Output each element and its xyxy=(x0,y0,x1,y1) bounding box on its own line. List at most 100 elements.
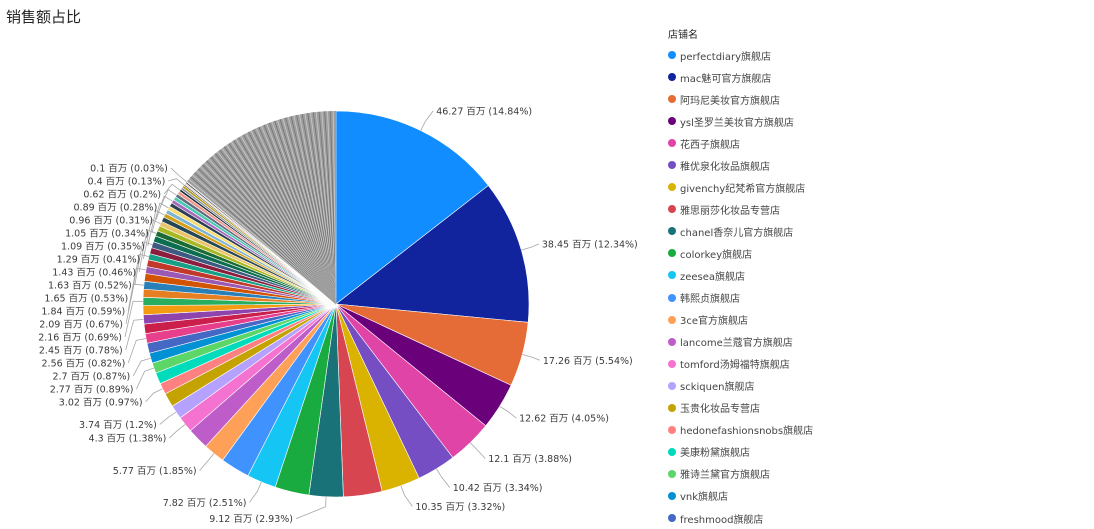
data-label: 3.74 百万 (1.2%) xyxy=(79,420,157,431)
legend-label: sckiquen旗舰店 xyxy=(680,382,755,394)
leader-line xyxy=(127,267,147,311)
pie-slice-divider xyxy=(287,116,337,305)
legend-item[interactable]: freshmood旗舰店 xyxy=(668,507,813,529)
legend-marker xyxy=(668,117,676,126)
legend-label: tomford汤姆福特旗舰店 xyxy=(680,360,790,372)
pie-slice-divider xyxy=(327,111,337,305)
legend-marker xyxy=(668,249,676,258)
legend-label: mac魅可官方旗舰店 xyxy=(680,73,772,85)
leader-line xyxy=(124,300,144,337)
legend-item[interactable]: sckiquen旗舰店 xyxy=(668,375,813,397)
legend-marker xyxy=(668,337,676,346)
pie-slice-divider xyxy=(208,158,337,305)
leader-line xyxy=(163,183,181,195)
pie-slice-divider xyxy=(293,115,337,305)
leader-line xyxy=(199,453,215,471)
pie-slice-divider xyxy=(321,111,337,305)
legend-marker xyxy=(668,425,676,434)
legend-label: 雅思丽莎化妆品专营店 xyxy=(680,205,780,217)
legend-item[interactable]: zeesea旗舰店 xyxy=(668,264,813,286)
data-label: 2.77 百万 (0.89%) xyxy=(50,384,134,395)
leader-line xyxy=(143,218,161,259)
legend-item[interactable]: 玉贵化妆品专营店 xyxy=(668,397,813,419)
pie-slice-divider xyxy=(310,112,337,305)
data-label: 3.02 百万 (0.97%) xyxy=(59,397,143,408)
legend-item[interactable]: tomford汤姆福特旗舰店 xyxy=(668,353,813,375)
pie-slice-divider xyxy=(202,164,337,305)
legend-label: 雅诗兰黛官方旗舰店 xyxy=(680,470,770,482)
legend-label: zeesea旗舰店 xyxy=(680,271,746,283)
pie-slice-divider xyxy=(231,141,337,305)
legend-marker xyxy=(668,447,676,456)
legend-marker xyxy=(668,381,676,390)
pie-slice-divider xyxy=(212,155,337,305)
pie-slice-divider xyxy=(274,120,337,305)
legend-marker xyxy=(668,161,676,170)
legend-label: 玉贵化妆品专营店 xyxy=(680,404,760,416)
legend-item[interactable]: 雅诗兰黛官方旗舰店 xyxy=(668,463,813,485)
legend-label: givenchy纪梵希官方旗舰店 xyxy=(680,183,806,195)
pie-slice-divider xyxy=(204,162,337,305)
data-label: 0.89 百万 (0.28%) xyxy=(74,202,158,213)
legend-item[interactable]: 稚优泉化妆品旗舰店 xyxy=(668,154,813,176)
pie-slice-divider xyxy=(268,122,337,305)
pie-slice-divider xyxy=(200,166,337,305)
legend-marker xyxy=(668,403,676,412)
data-label: 4.3 百万 (1.38%) xyxy=(89,434,167,445)
leader-line xyxy=(136,367,155,390)
legend-item[interactable]: 阿玛尼美妆官方旗舰店 xyxy=(668,88,813,110)
legend-item[interactable]: 韩熙贞旗舰店 xyxy=(668,287,813,309)
legend-item[interactable]: 雅思丽莎化妆品专营店 xyxy=(668,198,813,220)
data-label: 1.65 百万 (0.53%) xyxy=(44,293,128,304)
pie-slice[interactable] xyxy=(186,180,337,305)
pie-slice-divider xyxy=(263,124,337,305)
pie-slice-divider xyxy=(266,123,337,305)
legend-item[interactable]: perfectdiary旗舰店 xyxy=(668,44,813,66)
leader-line xyxy=(155,195,173,221)
pie-slice-divider xyxy=(248,131,337,305)
pie-slice-divider xyxy=(279,119,337,305)
legend-item[interactable]: lancome兰蔻官方旗舰店 xyxy=(668,331,813,353)
data-label: 10.42 百万 (3.34%) xyxy=(453,483,543,494)
legend-item[interactable]: mac魅可官方旗舰店 xyxy=(668,66,813,88)
data-label: 7.82 百万 (2.51%) xyxy=(163,498,247,509)
legend-item[interactable]: 3ce官方旗舰店 xyxy=(668,309,813,331)
legend-item[interactable]: colorkey旗舰店 xyxy=(668,242,813,264)
pie-slice-divider xyxy=(192,174,337,305)
pie-slice-divider xyxy=(206,160,337,305)
leader-line xyxy=(499,405,517,419)
legend-label: colorkey旗舰店 xyxy=(680,249,753,261)
data-label: 1.05 百万 (0.34%) xyxy=(65,228,149,239)
data-label: 0.1 百万 (0.03%) xyxy=(90,163,168,174)
legend-marker xyxy=(668,227,676,236)
pie-slice-divider xyxy=(243,134,337,305)
leader-line xyxy=(420,110,434,131)
legend-label: ysl圣罗兰美妆官方旗舰店 xyxy=(680,117,794,129)
pie-slice-divider xyxy=(233,140,337,305)
legend-item[interactable]: ysl圣罗兰美妆官方旗舰店 xyxy=(668,110,813,132)
pie-slice-divider xyxy=(271,121,337,305)
legend-item[interactable]: hedonefashionsnobs旗舰店 xyxy=(668,419,813,441)
legend-label: 阿玛尼美妆官方旗舰店 xyxy=(680,95,780,107)
data-label: 9.12 百万 (2.93%) xyxy=(209,514,293,525)
legend-item[interactable]: vnk旗舰店 xyxy=(668,485,813,507)
data-label: 1.43 百万 (0.46%) xyxy=(52,267,136,278)
legend-item[interactable]: 美康粉黛旗舰店 xyxy=(668,441,813,463)
legend-item[interactable]: chanel香奈儿官方旗舰店 xyxy=(668,220,813,242)
leader-line xyxy=(145,388,163,403)
pie-slice-divider xyxy=(315,111,337,305)
data-label: 38.45 百万 (12.34%) xyxy=(542,240,638,251)
data-label: 2.7 百万 (0.87%) xyxy=(52,371,130,382)
pie-slice[interactable] xyxy=(335,185,530,323)
legend-item[interactable]: 花西子旗舰店 xyxy=(668,132,813,154)
leader-line xyxy=(151,202,169,234)
data-label: 2.45 百万 (0.78%) xyxy=(39,345,123,356)
pie-slice-divider xyxy=(307,113,337,305)
pie-slice-divider xyxy=(238,137,337,305)
pie-slice-divider xyxy=(221,148,337,305)
pie-slice[interactable] xyxy=(335,110,489,305)
legend-item[interactable]: givenchy纪梵希官方旗舰店 xyxy=(668,176,813,198)
pie-slice-divider xyxy=(235,138,337,305)
legend-marker xyxy=(668,139,676,148)
